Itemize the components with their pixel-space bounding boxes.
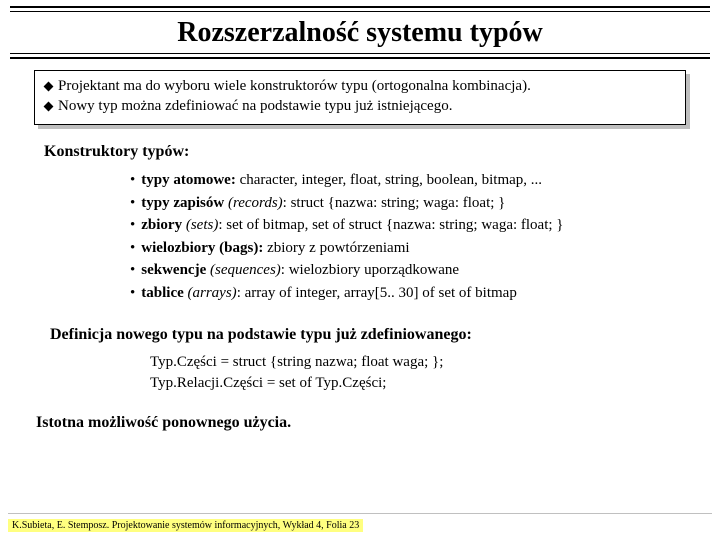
- constructors-list: • typy atomowe: character, integer, float…: [130, 169, 720, 304]
- title-block: Rozszerzalność systemu typów: [0, 0, 720, 60]
- list-item: • tablice (arrays): array of integer, arr…: [130, 282, 720, 305]
- slide-title: Rozszerzalność systemu typów: [0, 17, 720, 49]
- box-item-text: Projektant ma do wyboru wiele konstrukto…: [58, 77, 531, 97]
- list-item: • typy zapisów (records): struct {nazwa: …: [130, 192, 720, 215]
- box-item: Projektant ma do wyboru wiele konstrukto…: [45, 77, 675, 97]
- definition-block: Typ.Części = struct {string nazwa; float…: [150, 352, 720, 394]
- list-item: • zbiory (sets): set of bitmap, set of st…: [130, 214, 720, 237]
- bullet-dot-icon: •: [130, 237, 135, 260]
- highlight-box-content: Projektant ma do wyboru wiele konstrukto…: [34, 70, 686, 125]
- list-item-text: zbiory (sets): set of bitmap, set of str…: [141, 214, 563, 237]
- bullet-dot-icon: •: [130, 192, 135, 215]
- definition-heading: Definicja nowego typu na podstawie typu …: [50, 326, 720, 344]
- title-rule-top-thin: [10, 11, 710, 13]
- definition-line: Typ.Relacji.Części = set of Typ.Części;: [150, 373, 720, 394]
- bullet-dot-icon: •: [130, 214, 135, 237]
- box-item-text: Nowy typ można zdefiniować na podstawie …: [58, 97, 452, 117]
- title-rule-bottom-thin: [10, 53, 710, 55]
- box-item: Nowy typ można zdefiniować na podstawie …: [45, 97, 675, 117]
- bullet-dot-icon: •: [130, 169, 135, 192]
- bullet-dot-icon: •: [130, 259, 135, 282]
- bullet-dot-icon: •: [130, 282, 135, 305]
- list-item-text: sekwencje (sequences): wielozbiory uporz…: [141, 259, 459, 282]
- list-item: • typy atomowe: character, integer, float…: [130, 169, 720, 192]
- list-item-text: typy zapisów (records): struct {nazwa: s…: [141, 192, 505, 215]
- reuse-statement: Istotna możliwość ponownego użycia.: [36, 414, 720, 432]
- definition-line: Typ.Części = struct {string nazwa; float…: [150, 352, 720, 373]
- list-item-text: tablice (arrays): array of integer, arra…: [141, 282, 517, 305]
- footer-citation: K.Subieta, E. Stemposz. Projektowanie sy…: [8, 519, 363, 532]
- diamond-bullet-icon: [44, 82, 54, 92]
- list-item-text: typy atomowe: character, integer, float,…: [141, 169, 542, 192]
- diamond-bullet-icon: [44, 101, 54, 111]
- constructors-heading: Konstruktory typów:: [44, 143, 720, 161]
- title-rule-bottom-thick: [10, 57, 710, 60]
- title-rule-top-thick: [10, 6, 710, 9]
- footer-rule: [8, 513, 712, 514]
- slide: Rozszerzalność systemu typów Projektant …: [0, 0, 720, 540]
- list-item-text: wielozbiory (bags): zbiory z powtórzenia…: [141, 237, 409, 260]
- list-item: • sekwencje (sequences): wielozbiory upor…: [130, 259, 720, 282]
- highlight-box: Projektant ma do wyboru wiele konstrukto…: [34, 70, 686, 125]
- list-item: • wielozbiory (bags): zbiory z powtórzeni…: [130, 237, 720, 260]
